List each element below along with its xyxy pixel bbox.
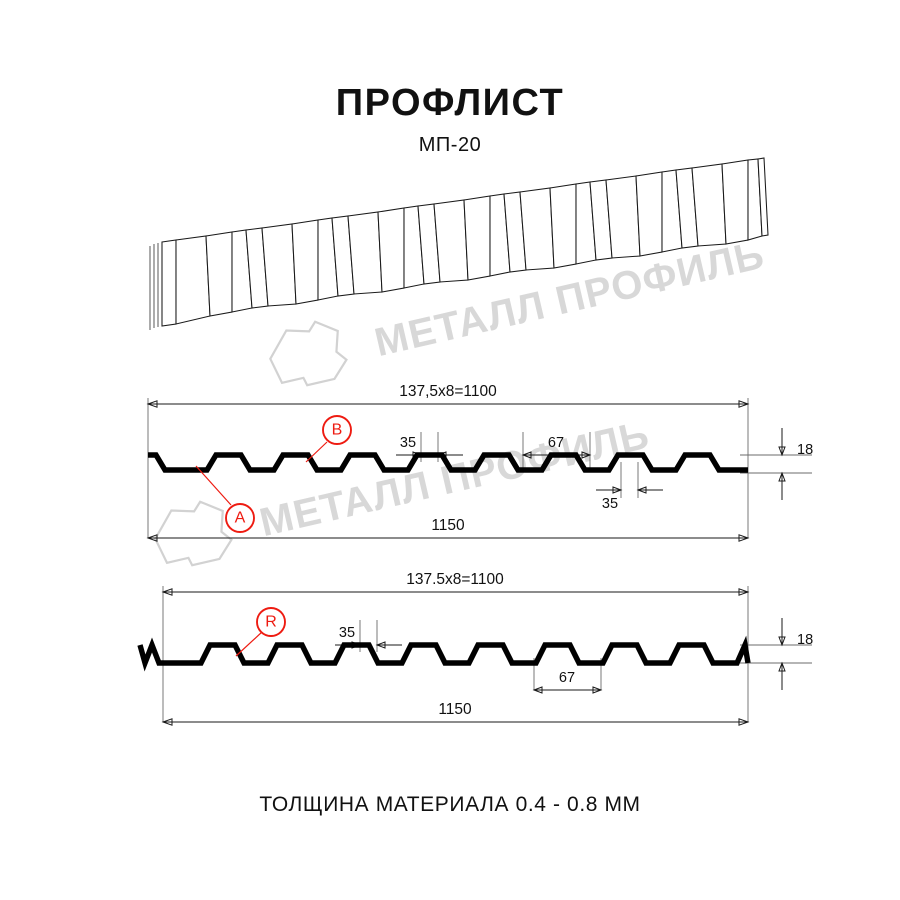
watermark-2: МЕТАЛЛ ПРОФИЛЬ <box>149 413 654 572</box>
page-title: ПРОФЛИСТ <box>335 82 565 124</box>
section-r-pitch-label: 137.5x8=1100 <box>406 571 504 588</box>
section-r-rib-top-dimension: 35 <box>335 625 402 648</box>
watermark-text-1: МЕТАЛЛ ПРОФИЛЬ <box>371 233 769 365</box>
section-r-valley-dimension: 67 <box>534 670 601 693</box>
callout-a-label: A <box>235 510 246 527</box>
section-r-overall-label: 1150 <box>438 701 472 718</box>
model-subtitle: МП-20 <box>418 134 482 156</box>
callout-r-label: R <box>265 614 277 631</box>
section-r-profile-line <box>140 645 748 663</box>
section-a-height-dimension: 18 <box>779 428 813 500</box>
section-a-rib-top-dimension: 35 <box>396 435 463 458</box>
section-a-valley-gap-dimension: 35 <box>596 487 663 512</box>
section-a-overall-dimension: 1150 <box>148 517 748 541</box>
section-r-pitch-dimension: 137.5x8=1100 <box>163 571 748 595</box>
section-a-valley-dimension: 67 <box>523 435 590 458</box>
section-a-profile-line <box>148 455 748 470</box>
section-r-height-dimension: 18 <box>779 618 813 690</box>
section-r-valley-label: 67 <box>559 670 575 686</box>
section-a-valley-label: 67 <box>548 435 564 451</box>
section-a-height-label: 18 <box>797 442 813 458</box>
isometric-profile-sheet <box>150 158 768 330</box>
section-a-pitch-label: 137,5x8=1100 <box>399 383 497 400</box>
section-a-valley-gap-label: 35 <box>602 496 618 512</box>
section-r-rib-top-label: 35 <box>339 625 355 641</box>
section-r-overall-dimension: 1150 <box>163 701 748 725</box>
section-r-callout-r[interactable]: R <box>236 608 285 656</box>
section-a-callout-b[interactable]: B <box>306 416 351 462</box>
section-a-extension-lines <box>148 398 812 538</box>
section-a-callout-a[interactable]: A <box>196 466 254 532</box>
section-a-overall-label: 1150 <box>431 517 465 534</box>
section-r-height-label: 18 <box>797 632 813 648</box>
watermark-text-2: МЕТАЛЛ ПРОФИЛЬ <box>256 413 654 545</box>
section-r-extension-lines <box>163 586 812 722</box>
section-a-rib-top-label: 35 <box>400 435 416 451</box>
section-a-pitch-dimension: 137,5x8=1100 <box>148 383 748 407</box>
watermark-1: МЕТАЛЛ ПРОФИЛЬ <box>264 233 769 392</box>
callout-b-label: B <box>332 422 343 439</box>
material-thickness-note: ТОЛЩИНА МАТЕРИАЛА 0.4 - 0.8 ММ <box>259 793 641 816</box>
